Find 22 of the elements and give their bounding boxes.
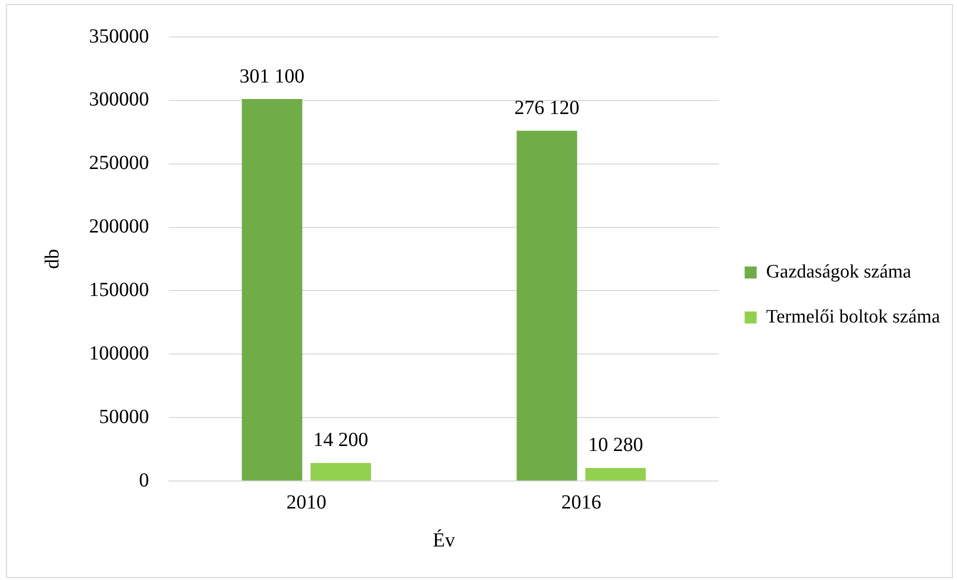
data-label: 10 280 — [588, 434, 644, 456]
y-tick-label: 0 — [139, 469, 149, 492]
x-axis-title: Év — [432, 528, 455, 552]
bar — [585, 468, 646, 480]
bar — [242, 99, 302, 480]
y-tick-label: 100000 — [89, 342, 149, 364]
x-tick-label: 2010 — [286, 491, 326, 514]
y-tick-label: 300000 — [89, 88, 149, 111]
data-label: 301 100 — [240, 65, 305, 88]
x-tick-label: 2016 — [561, 491, 602, 514]
y-tick-label: 50000 — [99, 406, 149, 428]
y-tick-label: 350000 — [89, 25, 149, 48]
bar — [310, 462, 371, 480]
y-axis-title: db — [41, 249, 64, 269]
legend-label: Gazdaságok száma — [766, 261, 912, 282]
y-tick-label: 250000 — [89, 152, 149, 174]
y-tick-label: 200000 — [89, 216, 149, 238]
legend-label: Termelői boltok száma — [766, 306, 941, 328]
bar — [516, 130, 578, 480]
data-label: 14 200 — [313, 429, 368, 452]
data-label: 276 120 — [514, 96, 580, 119]
y-tick-label: 150000 — [89, 278, 149, 301]
